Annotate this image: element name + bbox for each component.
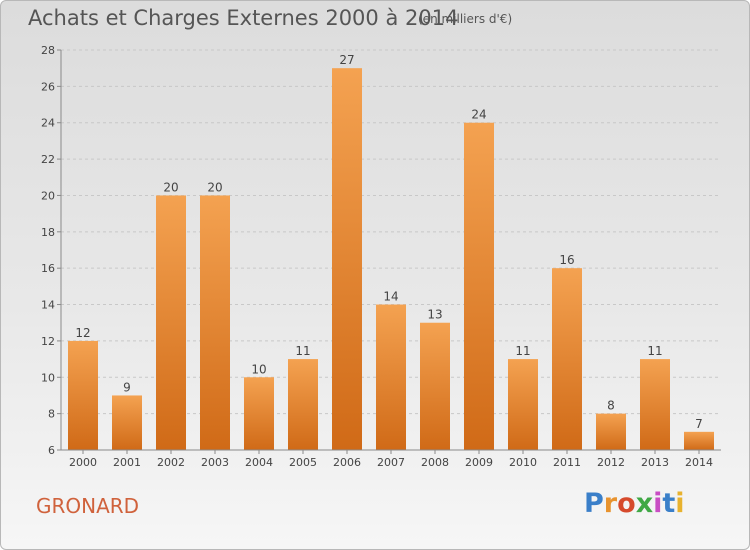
bar-value-label: 9 (123, 380, 131, 394)
x-tick-label: 2001 (113, 456, 141, 469)
bar (684, 431, 714, 450)
bar (200, 195, 230, 450)
x-tick-label: 2014 (685, 456, 713, 469)
logo-letter: i (675, 488, 685, 519)
bar-value-label: 16 (559, 253, 574, 267)
bar-value-label: 14 (383, 290, 398, 304)
y-tick-label: 14 (41, 299, 55, 312)
bar-value-label: 20 (163, 180, 178, 194)
bar (376, 304, 406, 450)
x-tick-label: 2004 (245, 456, 273, 469)
chart-title: Achats et Charges Externes 2000 à 2014 (28, 6, 459, 30)
x-tick-label: 2000 (69, 456, 97, 469)
logo-letter: x (635, 488, 654, 519)
x-tick-label: 2010 (509, 456, 537, 469)
y-tick-label: 10 (41, 371, 55, 384)
proxiti-logo[interactable]: Proxiti (584, 488, 685, 519)
logo-letter: P (584, 488, 604, 519)
y-tick-label: 6 (48, 444, 55, 457)
bar-value-label: 24 (471, 108, 486, 122)
logo-letter: r (603, 488, 618, 519)
logo-letter: t (662, 488, 676, 519)
y-tick-label: 20 (41, 189, 55, 202)
y-tick-label: 22 (41, 153, 55, 166)
bar-value-label: 11 (295, 344, 310, 358)
bar-value-label: 7 (695, 417, 703, 431)
y-tick-label: 26 (41, 80, 55, 93)
x-tick-label: 2012 (597, 456, 625, 469)
bar (288, 359, 318, 450)
bar-value-label: 12 (75, 326, 90, 340)
bar (464, 122, 494, 451)
x-tick-label: 2007 (377, 456, 405, 469)
bar-value-label: 27 (339, 53, 354, 67)
bar (640, 359, 670, 450)
x-tick-label: 2008 (421, 456, 449, 469)
logo-letter: o (617, 488, 636, 519)
bar (332, 68, 362, 450)
bar-value-label: 13 (427, 308, 442, 322)
bar (244, 377, 274, 450)
bar (112, 395, 142, 450)
x-tick-label: 2013 (641, 456, 669, 469)
bar (552, 268, 582, 450)
x-tick-label: 2006 (333, 456, 361, 469)
bar-value-label: 10 (251, 362, 266, 376)
y-tick-label: 24 (41, 117, 55, 130)
y-tick-label: 28 (41, 44, 55, 57)
commune-name: GRONARD (36, 494, 140, 518)
y-tick-label: 8 (48, 408, 55, 421)
y-tick-label: 12 (41, 335, 55, 348)
bar-value-label: 20 (207, 180, 222, 194)
x-tick-label: 2011 (553, 456, 581, 469)
x-tick-label: 2003 (201, 456, 229, 469)
y-tick-label: 18 (41, 226, 55, 239)
bar (68, 340, 98, 450)
logo-letter: i (653, 488, 663, 519)
bar (420, 322, 450, 450)
y-tick-label: 16 (41, 262, 55, 275)
x-tick-label: 2005 (289, 456, 317, 469)
x-tick-label: 2002 (157, 456, 185, 469)
bar-value-label: 11 (647, 344, 662, 358)
x-tick-label: 2009 (465, 456, 493, 469)
bar (156, 195, 186, 450)
bar-value-label: 11 (515, 344, 530, 358)
chart-unit-label: (en milliers d'€) (418, 12, 513, 26)
bar (596, 413, 626, 450)
bars: 12 9 20 20 10 11 27 14 13 24 11 16 8 11 7 (68, 53, 714, 451)
bar-value-label: 8 (607, 399, 615, 413)
bar (508, 359, 538, 450)
axes: 6 8 10 12 14 16 18 20 22 24 26 28 2000 2001 2002 2003 20… (41, 44, 721, 469)
